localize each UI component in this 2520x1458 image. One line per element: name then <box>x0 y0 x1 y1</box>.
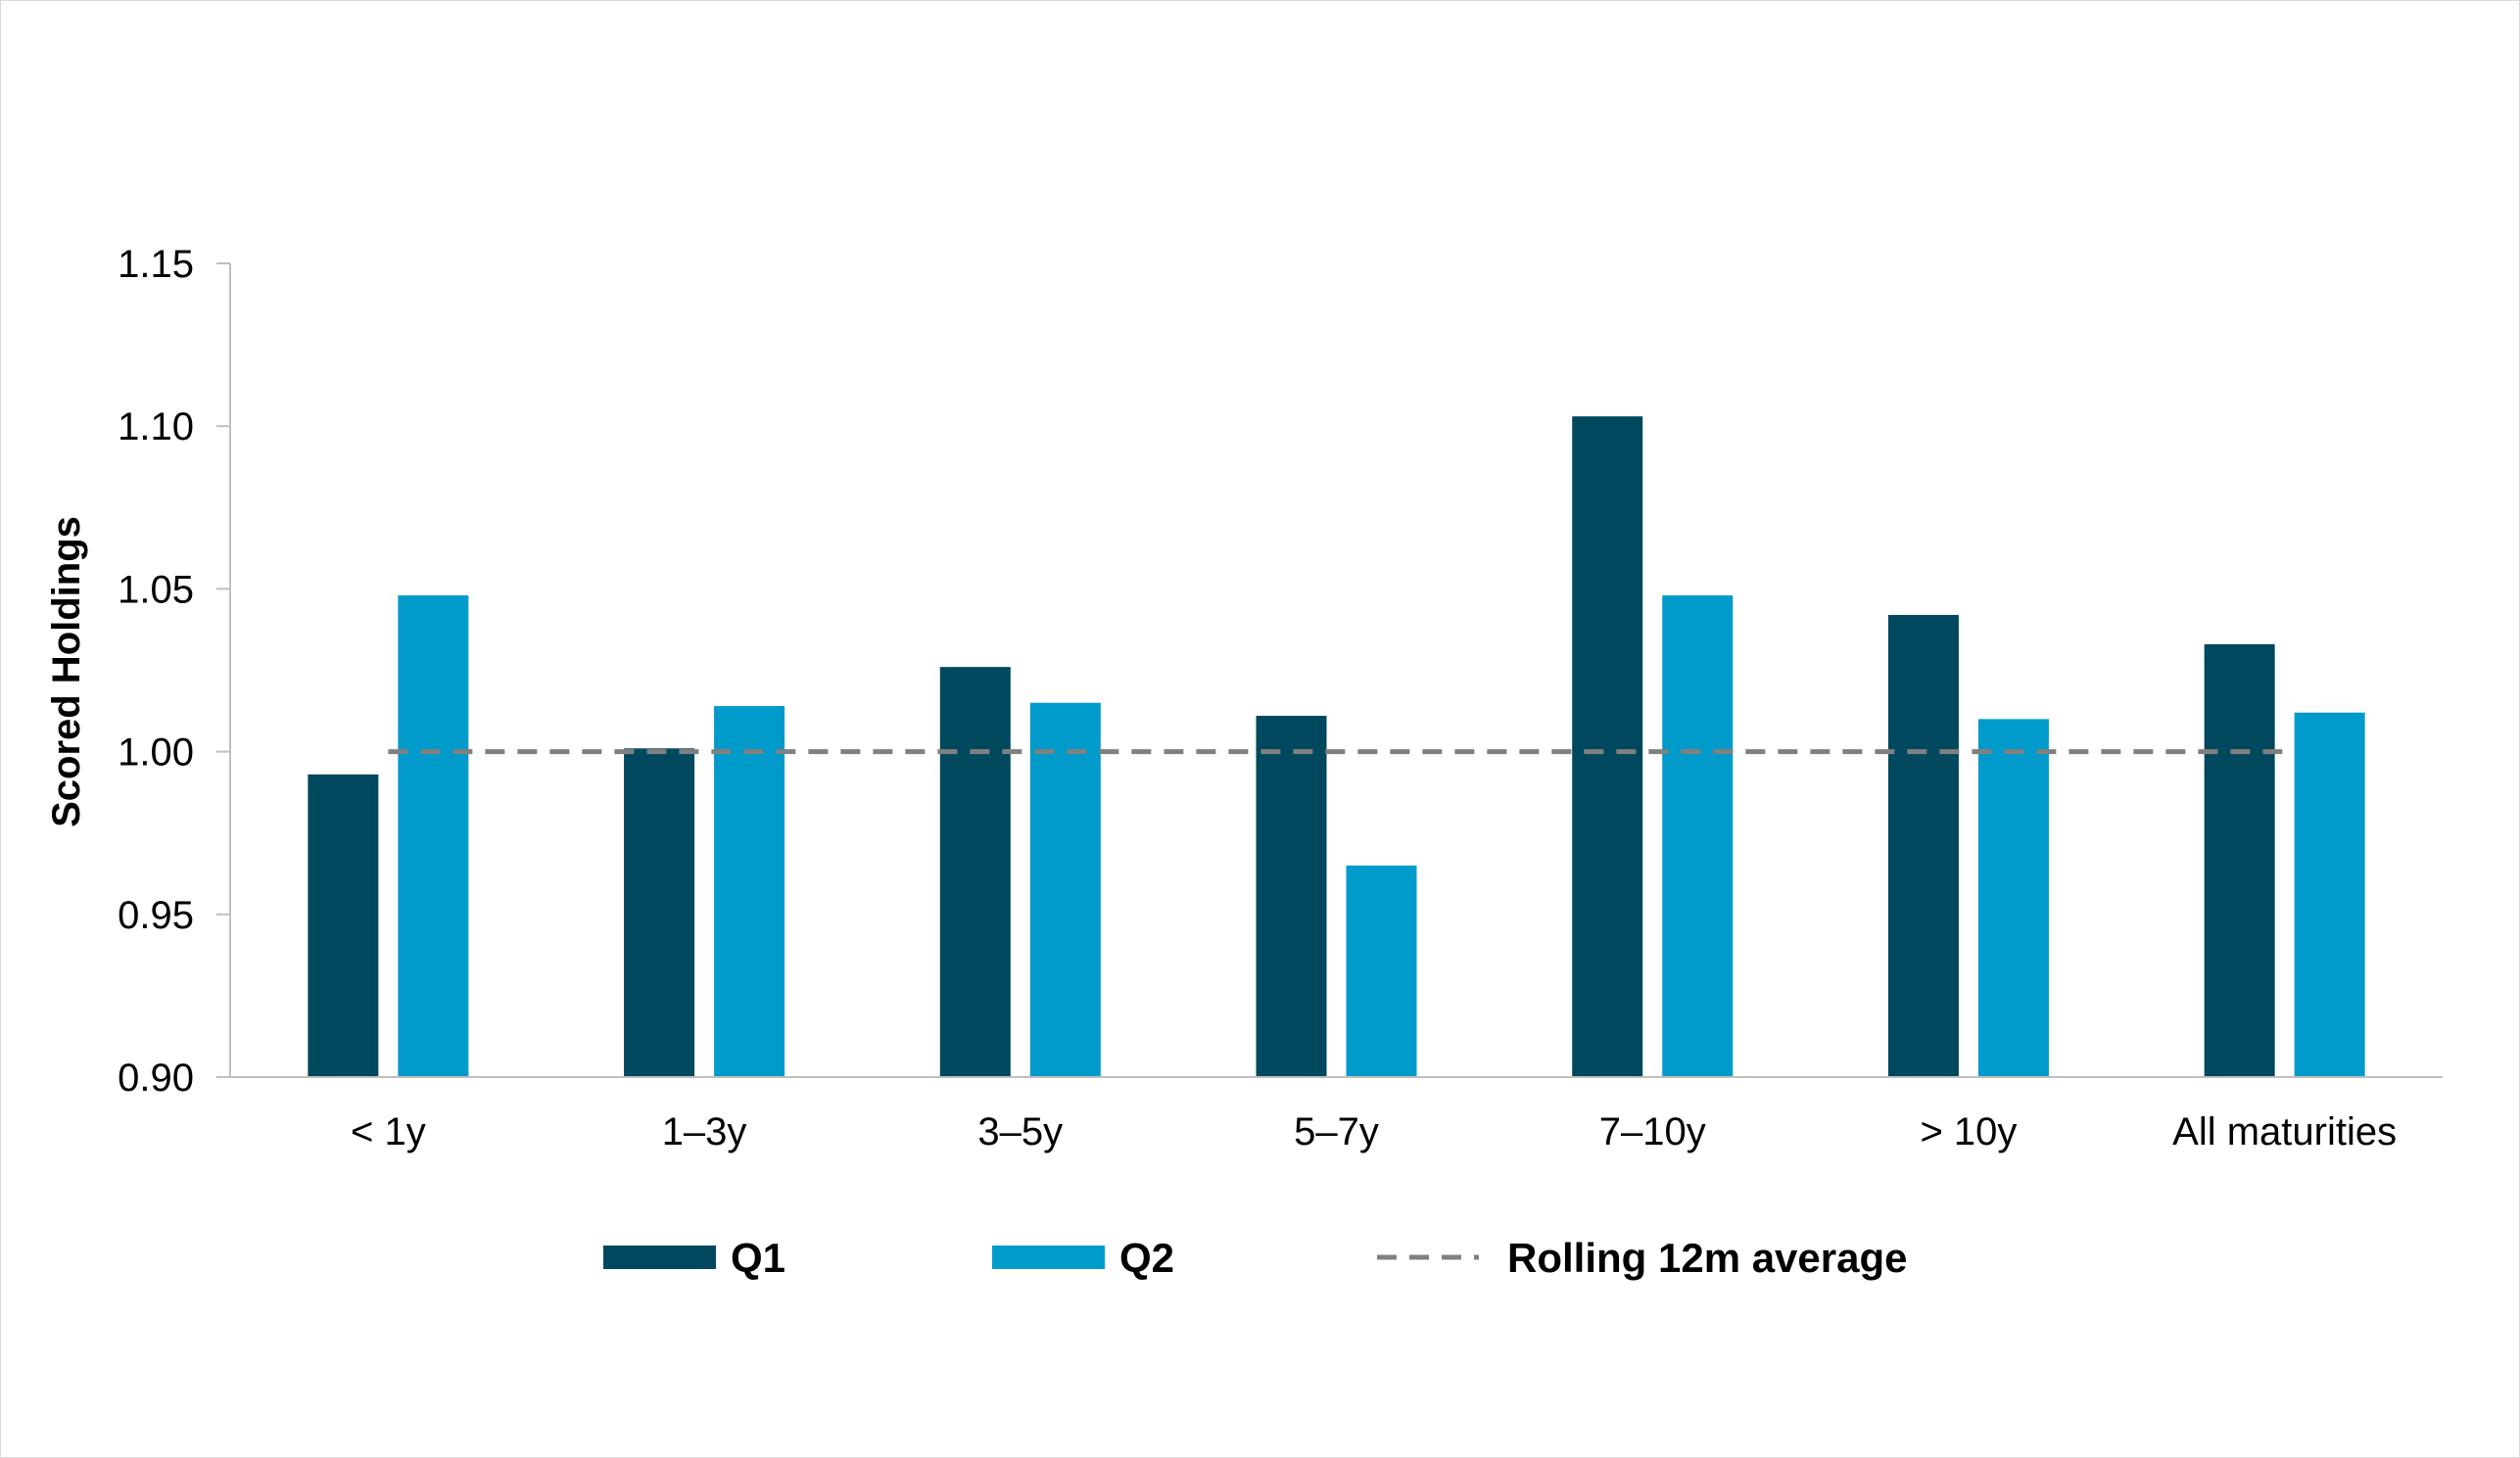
y-tick-label-3: 1.05 <box>118 568 194 611</box>
x-tick-labels: < 1y 1–3y 3–5y 5–7y 7–10y > 10y All maturities <box>351 1110 2397 1153</box>
bar-q2-2 <box>1029 702 1101 1077</box>
y-axis-title: Scored Holdings <box>45 516 88 827</box>
bar-q2-4 <box>1662 595 1734 1077</box>
x-tick-label-2: 3–5y <box>977 1110 1063 1153</box>
y-tick-label-2: 1.00 <box>118 731 194 775</box>
legend-item-1: Q2 <box>992 1235 1174 1281</box>
y-tick-label-0: 0.90 <box>118 1057 194 1100</box>
bar-q1-0 <box>308 774 379 1077</box>
x-tick-label-3: 5–7y <box>1294 1110 1379 1153</box>
legend-swatch-0 <box>603 1246 716 1269</box>
bar-q1-2 <box>939 667 1011 1077</box>
bar-q1-1 <box>624 748 695 1077</box>
bar-q1-4 <box>1572 416 1643 1077</box>
bar-q2-1 <box>714 706 785 1077</box>
bar-q2-6 <box>2294 712 2365 1077</box>
x-tick-label-4: 7–10y <box>1599 1110 1706 1153</box>
y-tick-label-1: 0.95 <box>118 894 194 937</box>
bar-q2-0 <box>398 595 469 1077</box>
x-tick-label-1: 1–3y <box>662 1110 747 1153</box>
y-tick-label-4: 1.10 <box>118 405 194 448</box>
legend-swatch-1 <box>992 1246 1105 1269</box>
bar-q1-3 <box>1256 716 1327 1077</box>
bar-q1-6 <box>2204 643 2275 1077</box>
legend-item-0: Q1 <box>603 1235 785 1281</box>
bar-q1-5 <box>1887 614 1959 1077</box>
legend-label-1: Q2 <box>1119 1235 1174 1281</box>
legend-label-0: Q1 <box>731 1235 785 1281</box>
x-tick-label-5: > 10y <box>1920 1110 2017 1153</box>
legend: Q1 Q2 Rolling 12m average <box>603 1235 1908 1281</box>
legend-label-2: Rolling 12m average <box>1507 1235 1908 1281</box>
legend-item-2: Rolling 12m average <box>1377 1235 1908 1281</box>
x-tick-label-0: < 1y <box>351 1110 426 1153</box>
bar-q2-3 <box>1346 865 1417 1077</box>
y-tick-labels: 0.90 0.95 1.00 1.05 1.10 1.15 <box>118 243 194 1100</box>
axes-layer <box>216 262 2443 1078</box>
x-tick-label-6: All maturities <box>2172 1110 2397 1153</box>
y-tick-label-5: 1.15 <box>118 243 194 286</box>
bar-q2-5 <box>1977 719 2049 1077</box>
bars-layer <box>308 416 2365 1077</box>
